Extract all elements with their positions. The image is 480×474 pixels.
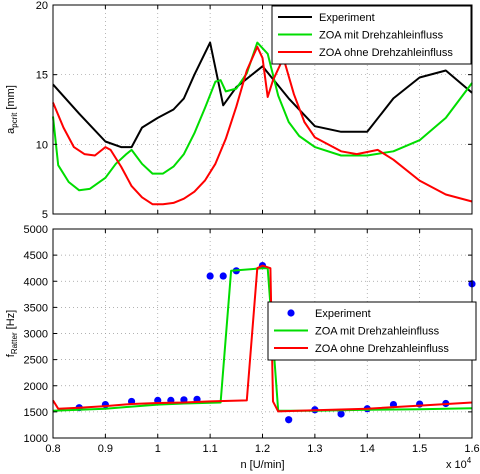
top-legend: Experiment ZOA mit Drehzahleinfluss ZOA oh… xyxy=(271,5,472,65)
bot-legend-label-0: Experiment xyxy=(315,308,371,320)
bot-xtick-label-0: 0.8 xyxy=(45,443,60,455)
bot-ytick-label-3: 2500 xyxy=(24,355,48,367)
bot-xtick-label-3: 1.1 xyxy=(202,443,217,455)
top-ylabel-sub: pcrit xyxy=(10,112,19,128)
bottom-ylabel-main: f xyxy=(5,353,17,357)
bot-data-point-7 xyxy=(206,272,214,280)
bot-xtick-label-2: 1 xyxy=(155,443,161,455)
bot-ytick-label-8: 5000 xyxy=(24,224,48,236)
bot-ytick-label-6: 4000 xyxy=(24,276,48,288)
top-ytick-label-0: 5 xyxy=(42,209,48,221)
top-legend-label-1: ZOA mit Drehzahleinfluss xyxy=(319,30,444,42)
bottom-series-group xyxy=(52,261,476,424)
bot-data-point-11 xyxy=(285,416,293,424)
top-series-line-0 xyxy=(52,41,473,149)
chart-critical-depth: 5 10 15 20 apcrit [mm] Experiment ZOA mit Dr… xyxy=(5,0,473,221)
top-grid xyxy=(53,5,472,214)
top-ytick-label-3: 20 xyxy=(36,0,48,12)
x-multiplier-base: x 10 xyxy=(446,459,467,471)
bot-ytick-label-4: 3000 xyxy=(24,329,48,341)
bottom-x-axis-label: n [U/min] xyxy=(240,459,284,471)
top-series-group xyxy=(52,41,473,206)
bot-legend-label-2: ZOA ohne Drehzahleinfluss xyxy=(315,343,449,355)
bot-xtick-label-8: 1.6 xyxy=(464,443,479,455)
bot-xtick-label-6: 1.4 xyxy=(360,443,375,455)
bot-series-line-2 xyxy=(52,264,473,413)
chart-chatter-frequency: 0.8 0.9 1 1.1 1.2 1.3 1.4 1.5 1.6 1000 1500 2000 250… xyxy=(5,224,480,471)
bottom-legend: Experiment ZOA mit Drehzahleinfluss ZOA oh… xyxy=(267,301,477,361)
x-multiplier-exponent: 4 xyxy=(467,456,472,465)
bot-xtick-label-7: 1.5 xyxy=(412,443,427,455)
bottom-ylabel-sub: Ratter xyxy=(10,332,19,354)
top-ticks: 5 10 15 20 xyxy=(36,0,473,221)
bot-ytick-label-0: 1000 xyxy=(24,433,48,445)
bot-xtick-label-4: 1.2 xyxy=(255,443,270,455)
top-legend-label-0: Experiment xyxy=(319,12,375,24)
bottom-ylabel-unit: [Hz] xyxy=(5,310,17,333)
bot-legend-swatch-0 xyxy=(287,309,295,317)
bot-ytick-label-7: 4500 xyxy=(24,250,48,262)
bot-data-point-13 xyxy=(337,410,345,418)
bot-ytick-label-5: 3500 xyxy=(24,302,48,314)
top-series-line-1 xyxy=(52,41,473,192)
top-series-line-2 xyxy=(52,45,473,206)
top-ylabel-main: a xyxy=(5,127,17,134)
bot-ytick-label-2: 2000 xyxy=(24,381,48,393)
bot-data-point-8 xyxy=(219,272,227,280)
top-ytick-label-2: 15 xyxy=(36,70,48,82)
bot-ytick-label-1: 1500 xyxy=(24,407,48,419)
x-axis-multiplier: x 104 xyxy=(446,456,472,471)
top-legend-label-2: ZOA ohne Drehzahleinfluss xyxy=(319,47,453,59)
top-ytick-label-1: 10 xyxy=(36,139,48,151)
bot-legend-label-1: ZOA mit Drehzahleinfluss xyxy=(315,326,440,338)
top-ylabel-unit: [mm] xyxy=(5,85,17,113)
bot-xtick-label-1: 0.9 xyxy=(98,443,113,455)
bottom-y-axis-label: fRatter [Hz] xyxy=(5,310,19,357)
bot-xtick-label-5: 1.3 xyxy=(307,443,322,455)
top-y-axis-label: apcrit [mm] xyxy=(5,85,19,134)
